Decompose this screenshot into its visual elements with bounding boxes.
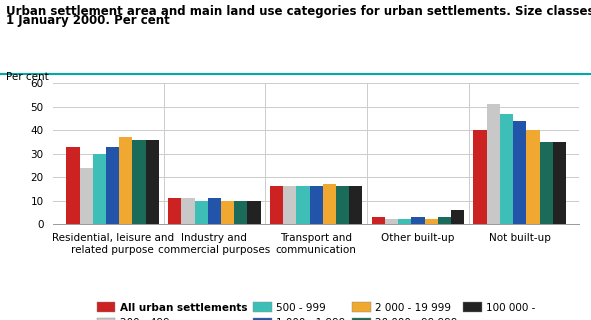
Bar [349,187,362,224]
Bar [310,187,323,224]
Bar [473,130,486,224]
Bar [106,147,119,224]
Bar [486,104,500,224]
Bar [119,137,132,224]
Bar [385,219,398,224]
Bar [221,201,234,224]
Bar [398,219,411,224]
Text: Per cent: Per cent [6,72,48,82]
Bar [194,201,208,224]
Bar [146,140,159,224]
Bar [208,198,221,224]
Text: Urban settlement area and main land use categories for urban settlements. Size c: Urban settlement area and main land use … [6,5,591,18]
Bar [540,142,553,224]
Bar [527,130,540,224]
Bar [513,121,527,224]
Legend: All urban settlements, 200 - 499, 500 - 999, 1 000 - 1 999, 2 000 - 19 999, 20 0: All urban settlements, 200 - 499, 500 - … [96,302,536,320]
Bar [270,187,283,224]
Bar [66,147,80,224]
Bar [132,140,146,224]
Bar [323,184,336,224]
Bar [438,217,451,224]
Bar [553,142,566,224]
Bar [80,168,93,224]
Bar [336,187,349,224]
Bar [411,217,424,224]
Bar [168,198,181,224]
Bar [234,201,248,224]
Bar [424,219,438,224]
Bar [296,187,310,224]
Bar [500,114,513,224]
Bar [283,187,296,224]
Bar [372,217,385,224]
Bar [248,201,261,224]
Bar [93,154,106,224]
Bar [181,198,194,224]
Bar [451,210,464,224]
Text: 1 January 2000. Per cent: 1 January 2000. Per cent [6,14,170,28]
